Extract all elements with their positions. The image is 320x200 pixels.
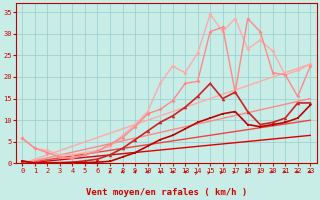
X-axis label: Vent moyen/en rafales ( km/h ): Vent moyen/en rafales ( km/h )	[86, 188, 247, 197]
